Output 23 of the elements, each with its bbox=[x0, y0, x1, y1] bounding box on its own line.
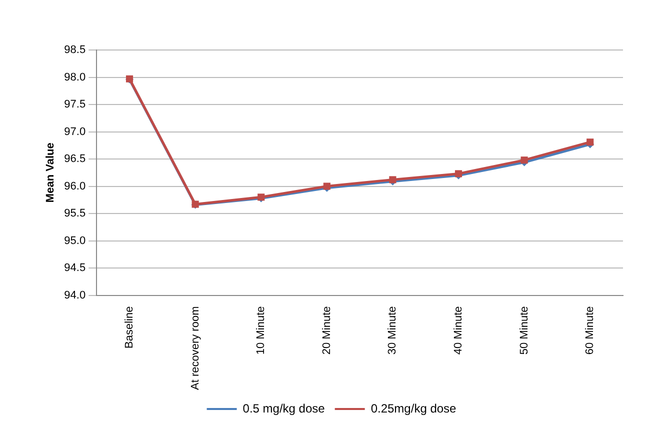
point bbox=[586, 138, 594, 146]
y-tick-label: 94.0 bbox=[64, 289, 86, 302]
x-tick-label: 60 Minute bbox=[584, 306, 596, 355]
y-tick-label: 94.5 bbox=[64, 262, 86, 274]
legend-label: 0.25mg/kg dose bbox=[370, 401, 457, 416]
y-axis-title: Mean Value bbox=[44, 142, 57, 203]
x-tick-label: 10 Minute bbox=[255, 306, 268, 355]
x-tick-label: 30 Minute bbox=[386, 306, 399, 355]
y-tick-label: 97.0 bbox=[64, 126, 86, 138]
x-tick-label: 50 Minute bbox=[518, 306, 530, 355]
x-tick-label: 40 Minute bbox=[452, 306, 465, 355]
x-tick-label: At recovery room bbox=[189, 306, 202, 390]
y-tick-label: 96.0 bbox=[64, 180, 86, 192]
y-tick-label: 95.0 bbox=[64, 234, 86, 247]
y-tick-label: 95.5 bbox=[64, 208, 86, 220]
x-tick-label: Baseline bbox=[124, 306, 136, 348]
y-tick-label: 96.5 bbox=[64, 153, 86, 166]
x-tick-label: 20 Minute bbox=[320, 306, 333, 355]
y-tick-label: 98.5 bbox=[64, 44, 86, 56]
point bbox=[520, 156, 528, 164]
legend-label: 0.5 mg/kg dose bbox=[242, 401, 326, 416]
y-tick-label: 98.0 bbox=[64, 71, 86, 84]
y-tick-label: 97.5 bbox=[64, 98, 86, 111]
